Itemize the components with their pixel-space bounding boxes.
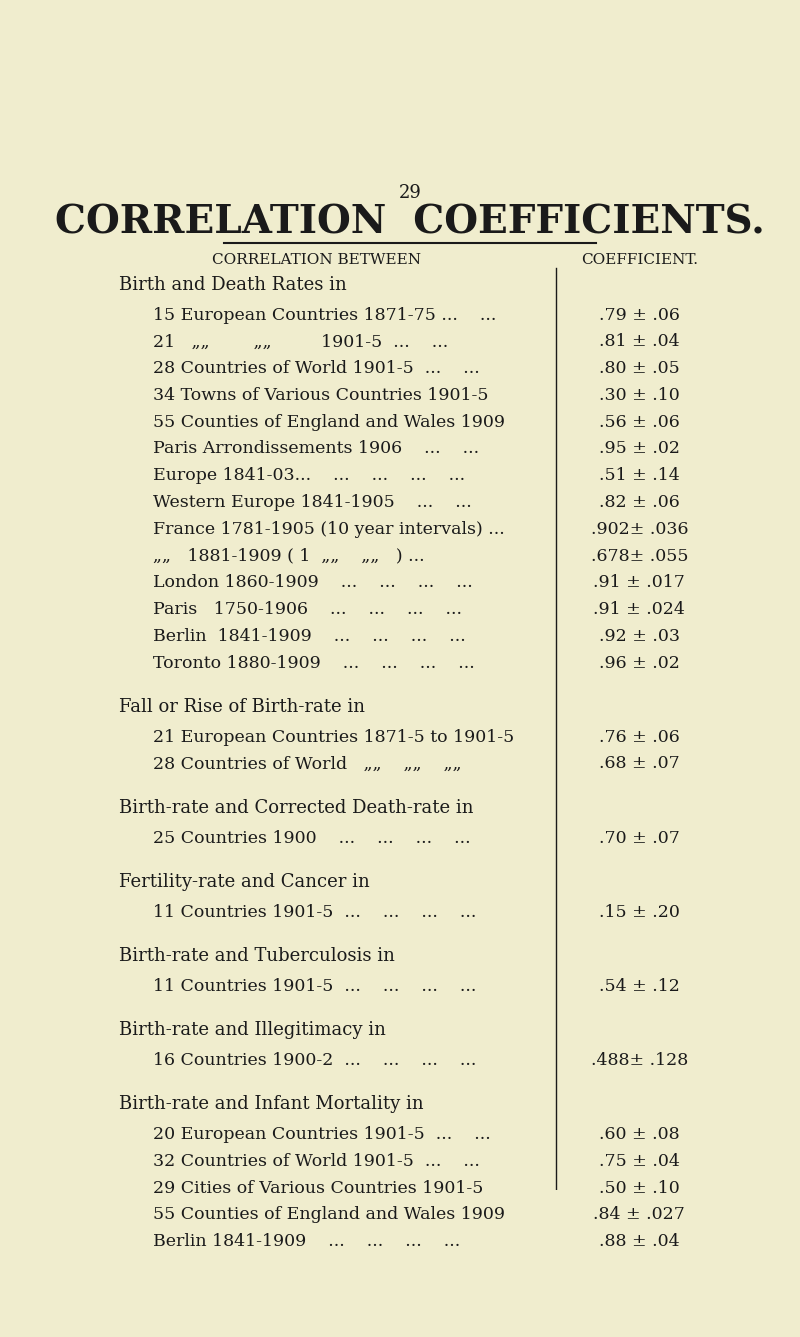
Text: Berlin 1841-1909    ...    ...    ...    ...: Berlin 1841-1909 ... ... ... ... [153,1233,460,1250]
Text: .70 ± .07: .70 ± .07 [599,830,680,846]
Text: .68 ± .07: .68 ± .07 [599,755,680,773]
Text: 25 Countries 1900    ...    ...    ...    ...: 25 Countries 1900 ... ... ... ... [153,830,470,846]
Text: 21 European Countries 1871-5 to 1901-5: 21 European Countries 1871-5 to 1901-5 [153,729,514,746]
Text: France 1781-1905 (10 year intervals) ...: France 1781-1905 (10 year intervals) ... [153,521,505,537]
Text: Fertility-rate and Cancer in: Fertility-rate and Cancer in [118,873,370,890]
Text: London 1860-1909    ...    ...    ...    ...: London 1860-1909 ... ... ... ... [153,575,473,591]
Text: Birth-rate and Corrected Death-rate in: Birth-rate and Corrected Death-rate in [118,798,473,817]
Text: 29: 29 [398,185,422,202]
Text: .902± .036: .902± .036 [590,521,688,537]
Text: 55 Counties of England and Wales 1909: 55 Counties of England and Wales 1909 [153,413,505,431]
Text: .95 ± .02: .95 ± .02 [599,440,680,457]
Text: .54 ± .12: .54 ± .12 [599,977,680,995]
Text: Paris   1750-1906    ...    ...    ...    ...: Paris 1750-1906 ... ... ... ... [153,602,462,618]
Text: .81 ± .04: .81 ± .04 [599,333,680,350]
Text: Toronto 1880-1909    ...    ...    ...    ...: Toronto 1880-1909 ... ... ... ... [153,655,474,671]
Text: .488± .128: .488± .128 [590,1052,688,1070]
Text: .75 ± .04: .75 ± .04 [599,1152,680,1170]
Text: .50 ± .10: .50 ± .10 [599,1179,680,1197]
Text: 28 Countries of World   „„    „„    „„: 28 Countries of World „„ „„ „„ [153,755,462,773]
Text: CORRELATION  COEFFICIENTS.: CORRELATION COEFFICIENTS. [55,203,765,242]
Text: .91 ± .017: .91 ± .017 [594,575,686,591]
Text: .88 ± .04: .88 ± .04 [599,1233,680,1250]
Text: 28 Countries of World 1901-5  ...    ...: 28 Countries of World 1901-5 ... ... [153,360,479,377]
Text: .96 ± .02: .96 ± .02 [599,655,680,671]
Text: „„   1881-1909 ( 1  „„    „„   ) ...: „„ 1881-1909 ( 1 „„ „„ ) ... [153,548,424,564]
Text: 32 Countries of World 1901-5  ...    ...: 32 Countries of World 1901-5 ... ... [153,1152,479,1170]
Text: 16 Countries 1900-2  ...    ...    ...    ...: 16 Countries 1900-2 ... ... ... ... [153,1052,476,1070]
Text: .92 ± .03: .92 ± .03 [599,628,680,644]
Text: .82 ± .06: .82 ± .06 [599,493,680,511]
Text: .76 ± .06: .76 ± .06 [599,729,680,746]
Text: Paris Arrondissements 1906    ...    ...: Paris Arrondissements 1906 ... ... [153,440,479,457]
Text: .51 ± .14: .51 ± .14 [599,467,680,484]
Text: Birth and Death Rates in: Birth and Death Rates in [118,275,346,294]
Text: 21   „„        „„         1901-5  ...    ...: 21 „„ „„ 1901-5 ... ... [153,333,448,350]
Text: 34 Towns of Various Countries 1901-5: 34 Towns of Various Countries 1901-5 [153,386,488,404]
Text: .91 ± .024: .91 ± .024 [594,602,686,618]
Text: Western Europe 1841-1905    ...    ...: Western Europe 1841-1905 ... ... [153,493,471,511]
Text: 20 European Countries 1901-5  ...    ...: 20 European Countries 1901-5 ... ... [153,1126,490,1143]
Text: .15 ± .20: .15 ± .20 [599,904,680,921]
Text: Fall or Rise of Birth-rate in: Fall or Rise of Birth-rate in [118,698,365,715]
Text: Birth-rate and Tuberculosis in: Birth-rate and Tuberculosis in [118,947,394,965]
Text: CORRELATION BETWEEN: CORRELATION BETWEEN [213,253,422,267]
Text: .80 ± .05: .80 ± .05 [599,360,680,377]
Text: COEFFICIENT.: COEFFICIENT. [581,253,698,267]
Text: .56 ± .06: .56 ± .06 [599,413,680,431]
Text: Birth-rate and Infant Mortality in: Birth-rate and Infant Mortality in [118,1095,423,1114]
Text: Europe 1841-03...    ...    ...    ...    ...: Europe 1841-03... ... ... ... ... [153,467,465,484]
Text: Birth-rate and Illegitimacy in: Birth-rate and Illegitimacy in [118,1021,386,1039]
Text: 11 Countries 1901-5  ...    ...    ...    ...: 11 Countries 1901-5 ... ... ... ... [153,977,476,995]
Text: .79 ± .06: .79 ± .06 [599,306,680,324]
Text: .84 ± .027: .84 ± .027 [594,1206,686,1223]
Text: .60 ± .08: .60 ± .08 [599,1126,680,1143]
Text: 11 Countries 1901-5  ...    ...    ...    ...: 11 Countries 1901-5 ... ... ... ... [153,904,476,921]
Text: 55 Counties of England and Wales 1909: 55 Counties of England and Wales 1909 [153,1206,505,1223]
Text: 15 European Countries 1871-75 ...    ...: 15 European Countries 1871-75 ... ... [153,306,496,324]
Text: .678± .055: .678± .055 [590,548,688,564]
Text: .30 ± .10: .30 ± .10 [599,386,680,404]
Text: Berlin  1841-1909    ...    ...    ...    ...: Berlin 1841-1909 ... ... ... ... [153,628,466,644]
Text: 29 Cities of Various Countries 1901-5: 29 Cities of Various Countries 1901-5 [153,1179,483,1197]
